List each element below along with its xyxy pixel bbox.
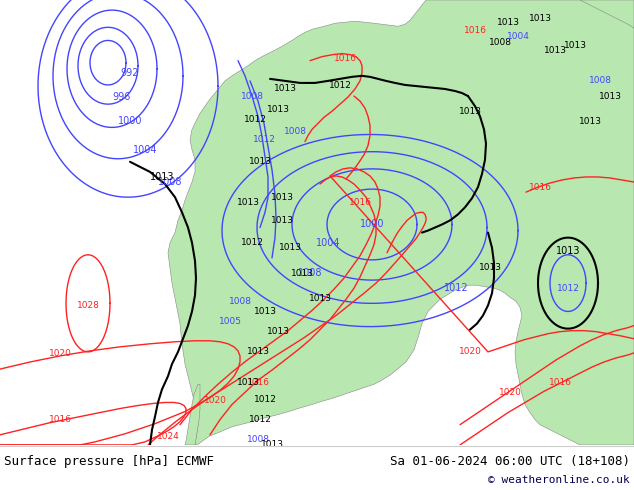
Text: 1013: 1013 [458,107,481,116]
Text: 1012: 1012 [252,135,275,144]
Text: 1013: 1013 [598,92,621,100]
Text: 1008: 1008 [489,38,512,47]
Text: 1016: 1016 [548,378,571,387]
Text: 1013: 1013 [266,327,290,336]
Text: 1004: 1004 [316,238,340,247]
Text: 1013: 1013 [254,307,276,316]
Text: 1013: 1013 [266,105,290,114]
Polygon shape [185,384,200,445]
Text: 1013: 1013 [236,198,259,207]
Text: 1008: 1008 [588,76,612,85]
Text: 1012: 1012 [249,415,271,424]
Text: 1008: 1008 [158,177,182,187]
Text: 1013: 1013 [271,193,294,202]
Text: 1016: 1016 [48,415,72,424]
Text: 1012: 1012 [240,238,264,247]
Text: 992: 992 [120,68,139,78]
Text: 1000: 1000 [118,116,142,126]
Text: 1013: 1013 [290,269,313,277]
Text: 1024: 1024 [157,432,179,441]
Text: 1028: 1028 [77,301,100,310]
Text: 1000: 1000 [359,220,384,229]
Polygon shape [580,0,634,28]
Text: 1013: 1013 [556,246,580,256]
Text: 1008: 1008 [283,127,306,136]
Text: 1008: 1008 [247,435,269,444]
Text: 1013: 1013 [529,14,552,23]
Text: 1013: 1013 [150,172,174,182]
Text: 1016: 1016 [349,198,372,207]
Text: 1013: 1013 [247,347,269,356]
Text: 1013: 1013 [249,157,271,166]
Text: 1020: 1020 [458,347,481,356]
Text: 1008: 1008 [228,297,252,306]
Text: 1020: 1020 [49,349,72,358]
Text: 1012: 1012 [557,284,579,293]
Text: 1013: 1013 [496,18,519,27]
Text: 1013: 1013 [278,243,302,252]
Text: 1004: 1004 [507,32,529,41]
Text: 1004: 1004 [133,145,157,155]
Text: 1013: 1013 [236,378,259,387]
Text: 1005: 1005 [219,317,242,326]
Text: 1020: 1020 [204,396,226,405]
Text: © weatheronline.co.uk: © weatheronline.co.uk [488,475,630,485]
Text: Surface pressure [hPa] ECMWF: Surface pressure [hPa] ECMWF [4,455,214,468]
Text: 1016: 1016 [463,26,486,35]
Text: 1016: 1016 [247,378,269,387]
Text: 1012: 1012 [243,115,266,124]
Text: 1008: 1008 [298,268,322,278]
Text: 1013: 1013 [271,216,294,225]
Text: 1013: 1013 [564,41,586,50]
Text: 1013: 1013 [309,294,332,303]
Text: 1020: 1020 [498,388,521,397]
Text: Sa 01-06-2024 06:00 UTC (18+108): Sa 01-06-2024 06:00 UTC (18+108) [390,455,630,468]
Text: 996: 996 [113,92,131,102]
Text: 1013: 1013 [261,441,283,449]
Text: 1013: 1013 [479,264,501,272]
Text: 1016: 1016 [333,54,356,63]
Text: 1013: 1013 [578,117,602,126]
Text: 1008: 1008 [240,92,264,100]
Text: 1016: 1016 [529,183,552,192]
Text: 1012: 1012 [254,395,276,404]
Polygon shape [168,0,634,445]
Text: 1013: 1013 [543,46,567,55]
Text: 1012: 1012 [444,283,469,293]
Text: 1012: 1012 [328,81,351,91]
Text: 1013: 1013 [273,84,297,94]
